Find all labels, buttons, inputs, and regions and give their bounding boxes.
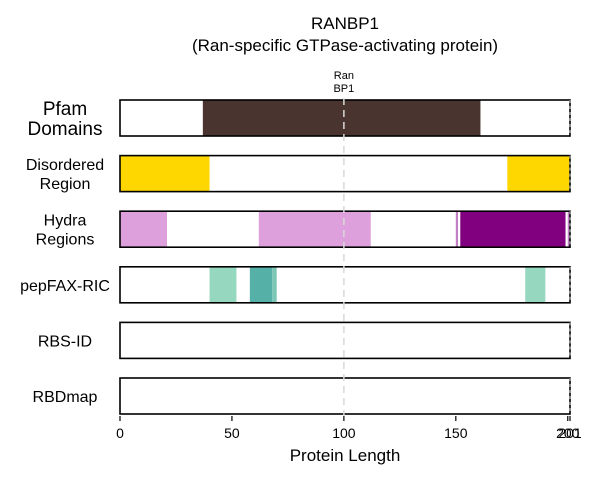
feature-segment (209, 266, 237, 303)
row-label-line: Region (40, 176, 91, 193)
feature-segment (567, 211, 570, 248)
feature-segment (455, 211, 459, 248)
feature-row: RBDmap (33, 377, 571, 415)
x-tick-label: 201 (558, 425, 582, 441)
row-label-line: Disordered (26, 157, 104, 174)
row-label: RBDmap (33, 389, 98, 406)
feature-rows: Pfam Domains Disordered Region Hydra Regions p… (20, 99, 571, 415)
row-label-line: Regions (36, 232, 95, 249)
feature-segment (249, 266, 273, 303)
feature-segment (202, 100, 481, 136)
feature-segment (460, 211, 566, 248)
row-label-line: Domains (28, 119, 103, 140)
row-background (120, 322, 570, 359)
feature-segment (525, 266, 546, 303)
feature-segment (272, 266, 277, 303)
annotation-text: BP1 (333, 83, 354, 95)
x-tick-label: 50 (224, 425, 240, 441)
feature-segment (507, 155, 570, 192)
feature-row: Pfam Domains (28, 99, 571, 140)
x-tick-label: 100 (332, 425, 356, 441)
annotation-text: Ran (334, 70, 354, 82)
row-label: pepFAX-RIC (20, 278, 110, 295)
row-label: Disordered Region (26, 157, 104, 193)
x-tick-label: 0 (116, 425, 124, 441)
x-axis-label: Protein Length (290, 446, 401, 465)
x-tick-label: 200 (556, 425, 580, 441)
feature-segment (258, 211, 371, 248)
feature-segment (120, 155, 210, 192)
row-label-line: pepFAX-RIC (20, 278, 110, 295)
feature-row: RBS-ID (38, 321, 571, 360)
row-label-line: Pfam (43, 99, 87, 120)
row-label-line: Hydra (44, 213, 87, 230)
feature-row: Disordered Region (26, 154, 571, 193)
row-background (120, 266, 570, 303)
row-label-line: RBDmap (33, 389, 98, 406)
feature-segment (120, 211, 168, 248)
feature-row: Hydra Regions (36, 210, 571, 249)
row-label: Hydra Regions (36, 213, 95, 249)
feature-row: pepFAX-RIC (20, 265, 571, 304)
chart-title: RANBP1 (311, 14, 379, 33)
row-label: RBS-ID (38, 333, 92, 350)
row-background (120, 378, 570, 414)
x-tick-label: 150 (444, 425, 468, 441)
row-label: Pfam Domains (28, 99, 103, 140)
row-label-line: RBS-ID (38, 333, 92, 350)
chart-subtitle: (Ran-specific GTPase-activating protein) (192, 36, 498, 55)
